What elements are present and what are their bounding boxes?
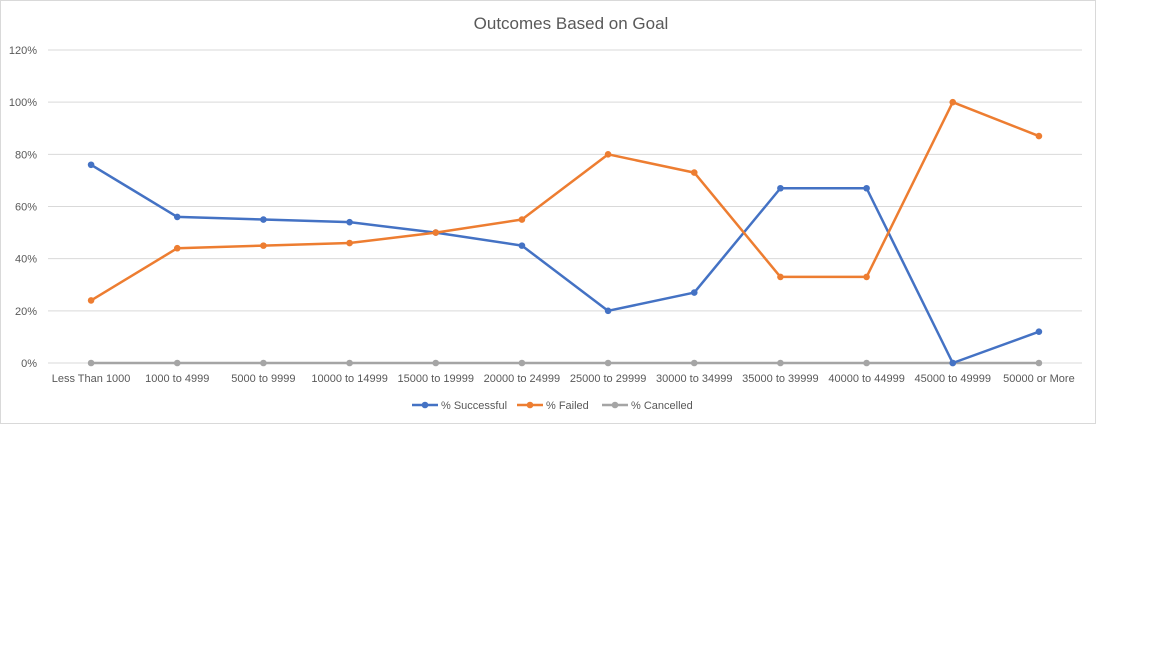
- line-chart: Outcomes Based on Goal 0% 20% 40% 60% 80% 100…: [9, 14, 1082, 412]
- data-point: [604, 359, 612, 367]
- x-tick-label: 10000 to 14999: [311, 373, 387, 385]
- data-point: [173, 244, 181, 252]
- data-point: [346, 218, 353, 226]
- legend-swatch-marker: [526, 401, 534, 409]
- data-point: [1035, 328, 1043, 336]
- data-point: [949, 98, 957, 106]
- y-tick-label: 40%: [15, 254, 37, 266]
- legend-item: % Successful: [412, 400, 507, 412]
- data-point: [346, 239, 353, 247]
- y-tick-label: 60%: [15, 202, 37, 214]
- series-successful: [87, 161, 1043, 367]
- data-point: [346, 359, 353, 367]
- x-tick-label: 30000 to 34999: [656, 373, 732, 385]
- data-point: [777, 273, 784, 281]
- data-point: [87, 297, 95, 304]
- data-point: [432, 229, 440, 236]
- data-point: [518, 242, 526, 249]
- legend: % Successful % Failed % Cancelled: [412, 400, 693, 412]
- x-tick-label: 5000 to 9999: [231, 373, 295, 385]
- series-lines: [87, 98, 1043, 367]
- series-line: [89, 100, 1041, 302]
- x-tick-label: 15000 to 19999: [398, 373, 474, 385]
- data-point: [690, 289, 698, 296]
- y-tick-label: 20%: [15, 306, 37, 318]
- data-point: [260, 359, 267, 367]
- legend-swatch-marker: [611, 401, 619, 409]
- series-failed: [87, 98, 1043, 304]
- legend-swatch-marker: [421, 401, 429, 409]
- data-point: [863, 184, 870, 192]
- y-tick-label: 100%: [9, 97, 37, 109]
- gridlines: [48, 49, 1082, 364]
- x-tick-label: 35000 to 39999: [742, 373, 818, 385]
- y-axis-tick-labels: 0% 20% 40% 60% 80% 100% 120%: [9, 45, 37, 370]
- x-tick-label: 40000 to 44999: [828, 373, 904, 385]
- x-tick-label: 25000 to 29999: [570, 373, 646, 385]
- data-point: [863, 273, 870, 281]
- data-point: [87, 161, 95, 169]
- data-point: [1035, 132, 1043, 140]
- data-point: [1035, 359, 1043, 367]
- legend-label: % Successful: [441, 400, 507, 412]
- legend-label: % Cancelled: [631, 400, 693, 412]
- legend-label: % Failed: [546, 400, 589, 412]
- x-tick-label: 50000 or More: [1003, 373, 1075, 385]
- data-point: [173, 359, 181, 367]
- chart-area: Outcomes Based on Goal 0% 20% 40% 60% 80% 100…: [0, 0, 1096, 424]
- legend-item: % Cancelled: [602, 400, 693, 412]
- data-point: [260, 242, 267, 249]
- x-tick-label: Less Than 1000: [52, 373, 131, 385]
- data-point: [173, 213, 181, 221]
- data-point: [260, 216, 267, 223]
- chart-title: Outcomes Based on Goal: [474, 14, 669, 33]
- y-tick-label: 120%: [9, 45, 37, 57]
- x-tick-label: 20000 to 24999: [484, 373, 560, 385]
- data-point: [518, 216, 526, 223]
- data-point: [87, 359, 95, 367]
- x-tick-label: 45000 to 49999: [915, 373, 991, 385]
- series-line: [89, 163, 1041, 365]
- data-point: [777, 359, 784, 367]
- data-point: [863, 359, 870, 367]
- x-axis-tick-labels: Less Than 1000 1000 to 4999 5000 to 9999 10…: [52, 373, 1075, 385]
- data-point: [518, 359, 526, 367]
- data-point: [604, 151, 612, 158]
- legend-item: % Failed: [517, 400, 589, 412]
- series-cancelled: [87, 359, 1043, 367]
- data-point: [432, 359, 440, 367]
- data-point: [690, 359, 698, 367]
- y-tick-label: 80%: [15, 149, 37, 161]
- data-point: [949, 359, 957, 367]
- data-point: [604, 307, 612, 315]
- data-point: [777, 184, 784, 192]
- x-tick-label: 1000 to 4999: [145, 373, 209, 385]
- y-tick-label: 0%: [21, 358, 37, 370]
- data-point: [690, 169, 698, 176]
